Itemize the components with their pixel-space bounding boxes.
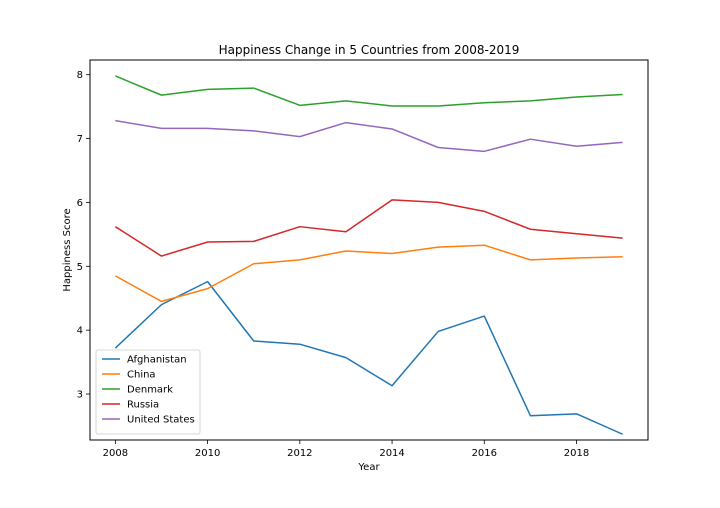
chart-title: Happiness Change in 5 Countries from 200… [219,43,520,57]
y-tick-label: 5 [77,262,83,273]
legend-label: Denmark [127,385,173,396]
series-line-russia [114,199,623,257]
legend-label: Afghanistan [127,355,187,366]
y-tick-label: 8 [77,70,83,81]
axes: 2008 2010 2012 2014 2016 2018 3 4 5 6 7 8 [77,70,590,459]
x-tick-label: 2008 [103,448,128,459]
series-line-united-states [115,119,623,153]
x-tick-label: 2010 [195,448,220,459]
series-line-china [114,244,623,303]
x-tick-label: 2018 [564,448,589,459]
series-line-denmark [115,75,623,107]
legend-label: Russia [127,400,159,411]
legend-label: United States [127,415,195,426]
series-line-afghanistan [114,280,623,435]
x-axis-label: Year [357,462,380,473]
y-tick-label: 4 [77,326,83,337]
y-tick-label: 7 [77,134,83,145]
y-axis-label: Happiness Score [62,208,73,291]
x-tick-label: 2016 [472,448,497,459]
legend-label: China [127,370,156,381]
legend: Afghanistan China Denmark Russia United Stat… [95,349,201,435]
legend-box [95,349,201,435]
y-tick-label: 6 [77,198,83,209]
x-tick-label: 2012 [287,448,312,459]
series-lines [114,75,623,435]
x-tick-label: 2014 [379,448,404,459]
plot-frame [89,59,649,441]
y-tick-label: 3 [77,390,83,401]
